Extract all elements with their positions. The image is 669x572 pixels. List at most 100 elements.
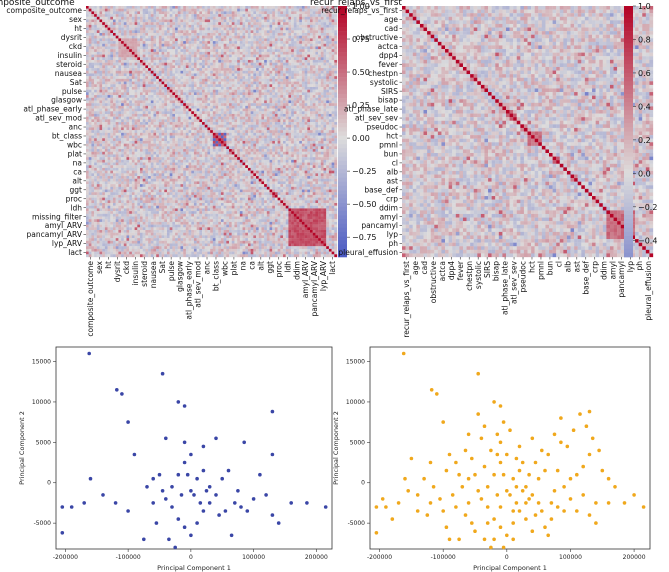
heatmap-cell [123, 105, 127, 109]
heatmap-cell [245, 43, 249, 47]
heatmap-cell [250, 103, 254, 107]
heatmap-cell [110, 140, 114, 144]
heatmap-cell [318, 32, 321, 36]
heatmap-cell [242, 100, 246, 104]
heatmap-cell [148, 65, 151, 69]
heatmap-cell [280, 46, 284, 50]
heatmap-cell [272, 146, 276, 150]
heatmap-cell [191, 95, 195, 98]
heatmap-cell [296, 130, 300, 133]
heatmap-cell [229, 22, 232, 26]
heatmap-cell [169, 86, 173, 90]
heatmap-cell [250, 54, 254, 58]
heatmap-cell [148, 59, 151, 63]
heatmap-cell [121, 32, 124, 36]
heatmap-cell [291, 103, 294, 107]
heatmap-cell [153, 113, 157, 117]
heatmap-cell [288, 97, 292, 101]
heatmap-cell [239, 146, 243, 150]
heatmap-cell [145, 122, 149, 125]
heatmap-cell [299, 35, 303, 39]
heatmap-cell [218, 111, 222, 115]
heatmap-cell [96, 119, 100, 123]
heatmap-cell [234, 89, 238, 93]
heatmap-cell [320, 100, 324, 104]
heatmap-cell [193, 65, 197, 69]
heatmap-cell [88, 32, 92, 36]
heatmap-cell [212, 149, 216, 152]
heatmap-cell [237, 11, 240, 15]
heatmap-cell [256, 97, 259, 101]
heatmap-cell [118, 59, 122, 63]
heatmap-cell [312, 119, 316, 123]
heatmap-cell [126, 86, 130, 90]
heatmap-cell [253, 41, 257, 44]
heatmap-cell [110, 38, 114, 42]
heatmap-cell [191, 113, 195, 117]
heatmap-cell [183, 103, 187, 107]
heatmap-cell [266, 6, 270, 9]
heatmap-cell [264, 100, 267, 104]
heatmap-cell [283, 138, 286, 142]
heatmap-cell [239, 59, 243, 63]
heatmap-cell [274, 54, 278, 58]
heatmap-cell [150, 8, 154, 12]
heatmap-cell [137, 119, 141, 123]
heatmap-cell [175, 119, 178, 123]
heatmap-cell [299, 108, 303, 112]
heatmap-cell [307, 73, 311, 77]
heatmap-cell [166, 138, 170, 142]
heatmap-cell [223, 49, 227, 53]
heatmap-cell [256, 95, 259, 98]
heatmap-cell [164, 116, 168, 120]
heatmap-cell [145, 46, 149, 50]
heatmap-cell [323, 122, 327, 125]
heatmap-cell [94, 108, 97, 112]
heatmap-cell [207, 105, 211, 109]
heatmap-cell [288, 135, 292, 139]
heatmap-cell [299, 78, 303, 82]
heatmap-cell [207, 111, 211, 115]
heatmap-cell [134, 113, 138, 117]
heatmap-cell [126, 127, 130, 131]
heatmap-cell [104, 65, 108, 69]
heatmap-cell [142, 86, 146, 90]
heatmap-cell [247, 95, 251, 98]
heatmap-cell [231, 62, 235, 66]
heatmap-cell [264, 103, 267, 107]
heatmap-cell [315, 24, 319, 28]
heatmap-cell [220, 135, 224, 139]
heatmap-cell [334, 100, 338, 104]
heatmap-cell [212, 70, 216, 74]
heatmap-cell [123, 100, 127, 104]
heatmap-cell [123, 81, 127, 85]
heatmap-cell [283, 73, 286, 77]
heatmap-cell [315, 46, 319, 50]
heatmap-cell [158, 51, 162, 55]
heatmap-cell [237, 14, 240, 17]
heatmap-cell [318, 59, 321, 63]
heatmap-cell [153, 27, 157, 31]
heatmap-cell [161, 30, 165, 34]
heatmap-cell [250, 73, 254, 77]
heatmap-cell [258, 19, 262, 23]
heatmap-cell [304, 127, 308, 131]
heatmap-cell [88, 122, 92, 125]
heatmap-cell [223, 116, 227, 120]
heatmap-cell [177, 95, 181, 98]
heatmap-cell [183, 138, 187, 142]
heatmap-cell [156, 68, 160, 71]
heatmap-cell [99, 119, 103, 123]
heatmap-cell [142, 143, 146, 147]
heatmap-cell [215, 89, 219, 93]
heatmap-cell [156, 54, 160, 58]
heatmap-cell [188, 143, 192, 147]
heatmap-cell [123, 65, 127, 69]
heatmap-cell [301, 130, 305, 133]
heatmap-cell [126, 138, 130, 142]
heatmap-cell [102, 27, 106, 31]
heatmap-cell [156, 70, 160, 74]
heatmap-cell [250, 59, 254, 63]
heatmap-cell [277, 119, 281, 123]
heatmap-cell [242, 122, 246, 125]
